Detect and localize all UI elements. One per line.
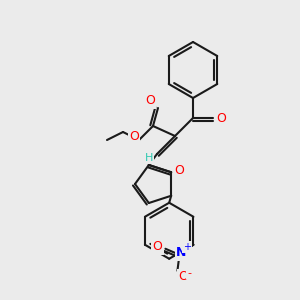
Text: N: N <box>176 246 187 259</box>
Text: O: O <box>178 270 188 283</box>
Text: O: O <box>129 130 139 142</box>
Text: H: H <box>145 153 153 163</box>
Text: O: O <box>216 112 226 124</box>
Text: -: - <box>188 268 191 278</box>
Text: +: + <box>183 242 191 252</box>
Text: O: O <box>174 164 184 177</box>
Text: O: O <box>145 94 155 107</box>
Text: O: O <box>152 240 162 253</box>
